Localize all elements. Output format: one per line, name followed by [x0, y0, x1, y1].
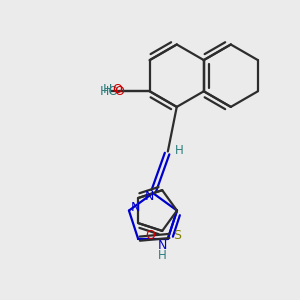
Text: HO: HO [100, 85, 119, 98]
Text: N: N [145, 190, 154, 202]
Text: H: H [175, 143, 184, 157]
Text: N: N [131, 201, 140, 214]
Text: O: O [115, 85, 124, 98]
Text: S: S [173, 229, 181, 242]
Text: O: O [145, 229, 155, 242]
Text: N: N [158, 239, 167, 252]
Text: H: H [103, 83, 112, 96]
Text: O: O [112, 83, 122, 96]
Text: H: H [158, 249, 167, 262]
